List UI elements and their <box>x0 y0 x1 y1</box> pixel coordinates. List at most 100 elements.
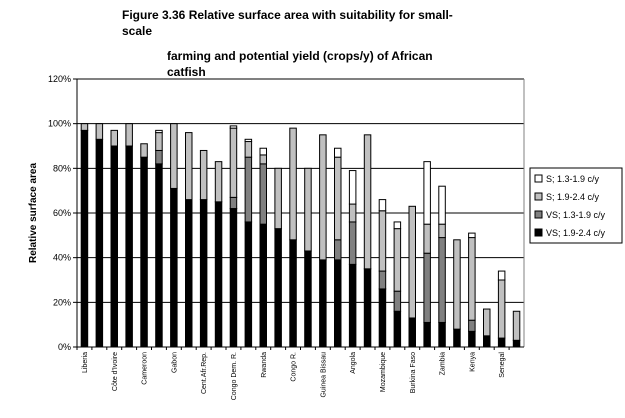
bar-segment <box>229 125 238 129</box>
bar-segment <box>185 132 193 201</box>
bar-segment <box>80 123 89 131</box>
bar-segment <box>453 239 461 330</box>
bar-segment <box>423 161 431 225</box>
bar-segment <box>185 199 193 348</box>
bar-segment <box>319 134 327 261</box>
y-tick-label: 100% <box>48 119 71 129</box>
bar-segment <box>483 335 491 348</box>
bar-segment <box>110 145 118 348</box>
bar-segment <box>199 199 208 348</box>
x-tick-label: Guinea Bissau <box>320 352 327 398</box>
bar-segment <box>334 259 342 348</box>
y-tick-label: 40% <box>53 253 71 263</box>
bar-segment <box>244 156 253 223</box>
bar-segment <box>468 330 476 348</box>
legend-label: S; 1.9-2.4 c/y <box>546 192 600 202</box>
bar-segment <box>378 270 387 290</box>
bar-segment <box>497 337 506 348</box>
bar-segment <box>393 228 402 292</box>
chart-title-line-1: Figure 3.36 Relative surface area with s… <box>122 8 453 22</box>
bar-segment <box>334 147 342 158</box>
bar-segment <box>274 167 282 230</box>
bar-segment <box>438 223 446 239</box>
bar-segment <box>393 310 402 348</box>
x-tick-label: Congo R. <box>291 352 298 382</box>
bar-segment <box>259 154 267 165</box>
bar-segment <box>393 221 402 230</box>
bar-segment <box>80 129 89 348</box>
bar-segment <box>453 328 461 348</box>
bar-segment <box>512 339 521 348</box>
legend-label: VS; 1.9-2.4 c/y <box>546 228 606 238</box>
bar-segment <box>214 161 223 203</box>
bar-segment <box>140 143 148 158</box>
bar-segment <box>155 163 163 348</box>
bar-segment <box>229 196 238 210</box>
x-tick-label: Zambia <box>440 352 447 375</box>
bar-segment <box>378 210 387 272</box>
legend-swatch <box>534 210 543 219</box>
bar-segment <box>393 290 402 312</box>
chart-title-line-4: catfish <box>167 65 206 79</box>
x-tick-label: Kenya <box>469 352 476 372</box>
bar-segment <box>259 223 267 348</box>
x-tick-label: Burkina Faso <box>410 352 417 393</box>
gridlines <box>77 78 524 303</box>
bar-segment <box>423 252 431 323</box>
x-tick-label: Cent.Afr.Rep. <box>201 352 208 394</box>
legend-swatch <box>534 174 543 183</box>
bar-segment <box>244 141 253 158</box>
legend-swatch <box>534 228 543 237</box>
x-tick-label: Côte d'Ivoire <box>112 352 119 391</box>
bar-segment <box>289 239 297 348</box>
bar-segment <box>483 308 491 337</box>
x-tick-label: Mozambique <box>380 352 387 392</box>
bar-segment <box>95 123 104 140</box>
bar-segment <box>468 319 476 332</box>
bar-segment <box>289 127 297 241</box>
bar-segment <box>408 205 416 319</box>
bars <box>80 123 521 348</box>
bar-segment <box>95 138 104 348</box>
bar-segment <box>408 317 416 348</box>
legend-label: S; 1.3-1.9 c/y <box>546 174 600 184</box>
y-tick-label: 80% <box>53 163 71 173</box>
bar-segment <box>155 132 163 151</box>
chart-title-line-3: farming and potential yield (crops/y) of… <box>167 49 433 63</box>
bar-segment <box>334 156 342 241</box>
bar-segment <box>229 127 238 198</box>
bar-segment <box>438 185 446 225</box>
bar-segment <box>229 208 238 348</box>
bar-segment <box>348 203 357 223</box>
bar-segment <box>155 149 163 165</box>
bar-segment <box>125 145 133 348</box>
bar-segment <box>319 259 327 348</box>
bar-segment <box>423 223 431 254</box>
bar-segment <box>334 239 342 261</box>
bar-segment <box>170 123 178 189</box>
bar-segment <box>497 279 506 339</box>
bar-segment <box>155 129 163 134</box>
bar-segment <box>512 310 521 341</box>
y-axis-label: Relative surface area <box>28 163 39 264</box>
bar-segment <box>438 237 446 323</box>
bar-segment <box>259 163 267 225</box>
bar-segment <box>468 237 476 321</box>
bar-segment <box>125 123 133 147</box>
x-tick-label: Liberia <box>82 352 89 373</box>
bar-segment <box>438 321 446 348</box>
bar-segment <box>244 138 253 143</box>
bar-segment <box>348 263 357 348</box>
y-tick-label: 20% <box>53 297 71 307</box>
bar-segment <box>304 250 312 348</box>
bar-segment <box>378 288 387 348</box>
bar-segment <box>214 201 223 348</box>
bar-segment <box>348 170 357 205</box>
bar-segment <box>170 187 178 348</box>
y-tick-label: 0% <box>58 342 71 352</box>
bar-segment <box>363 134 372 270</box>
bar-segment <box>497 270 506 281</box>
bar-segment <box>468 232 476 239</box>
legend: S; 1.3-1.9 c/y S; 1.9-2.4 c/y VS; 1.3-1.9 … <box>529 167 623 244</box>
